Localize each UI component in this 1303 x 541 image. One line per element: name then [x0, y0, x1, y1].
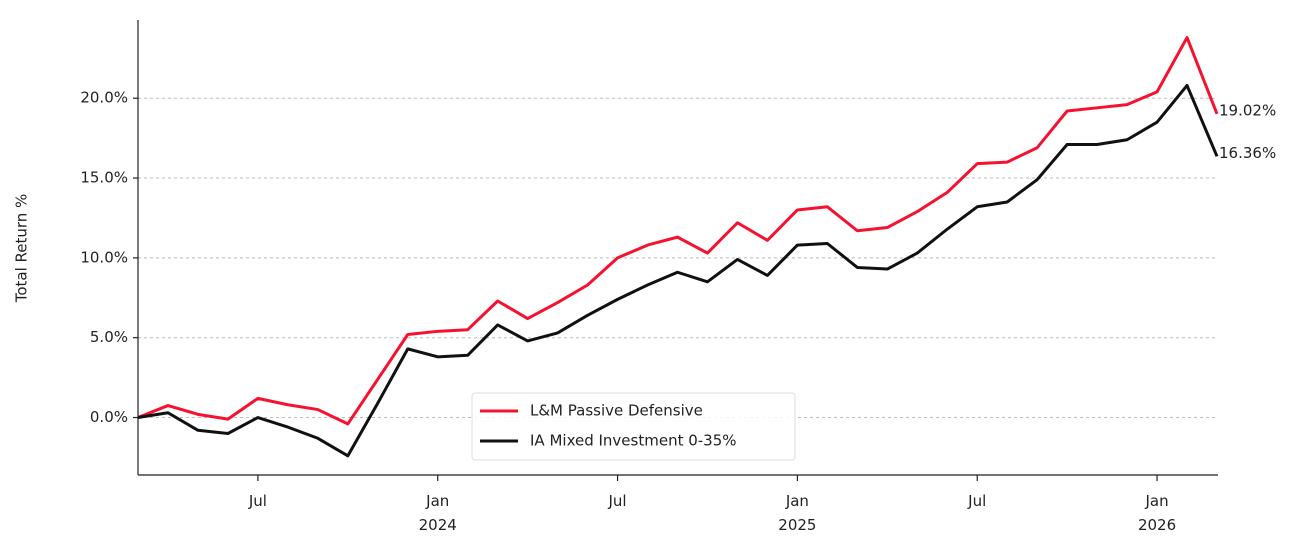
- y-axis-label: Total Return %: [13, 194, 31, 304]
- x-tick-label: Jan 2024: [419, 492, 457, 534]
- legend-box: [471, 392, 796, 461]
- y-tick-label: 15.0%: [80, 169, 128, 187]
- y-tick-label: 0.0%: [90, 408, 128, 426]
- y-tick-label: 20.0%: [80, 89, 128, 107]
- x-tick-label: Jan 2026: [1138, 492, 1176, 534]
- x-tick-label: Jul: [248, 492, 267, 510]
- end-label: 19.02%: [1219, 101, 1276, 119]
- x-tick-label: Jan 2025: [778, 492, 816, 534]
- x-tick-label: Jul: [608, 492, 627, 510]
- line-series: [137, 36, 1219, 426]
- legend: L&M Passive Defensive IA Mixed Investment…: [471, 392, 796, 461]
- end-label: 16.36%: [1219, 144, 1276, 162]
- y-tick-label: 5.0%: [90, 328, 128, 346]
- legend-label: IA Mixed Investment 0-35%: [530, 432, 737, 450]
- y-tick-label: 10.0%: [80, 248, 128, 266]
- x-tick-label: Jul: [967, 492, 986, 510]
- line-series: [137, 83, 1219, 458]
- legend-label: L&M Passive Defensive: [530, 402, 703, 420]
